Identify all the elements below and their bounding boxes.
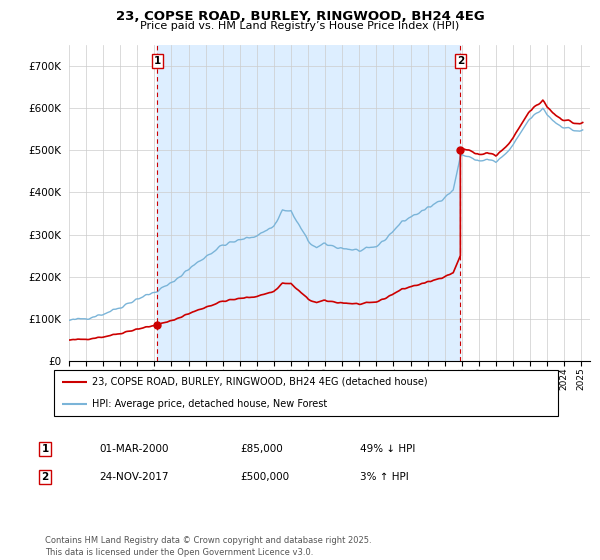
Text: 49% ↓ HPI: 49% ↓ HPI bbox=[360, 444, 415, 454]
Text: 24-NOV-2017: 24-NOV-2017 bbox=[99, 472, 169, 482]
Text: 3% ↑ HPI: 3% ↑ HPI bbox=[360, 472, 409, 482]
FancyBboxPatch shape bbox=[54, 370, 558, 416]
Text: 1: 1 bbox=[41, 444, 49, 454]
Text: 01-MAR-2000: 01-MAR-2000 bbox=[99, 444, 169, 454]
Text: 1: 1 bbox=[154, 56, 161, 66]
Text: £85,000: £85,000 bbox=[240, 444, 283, 454]
Text: HPI: Average price, detached house, New Forest: HPI: Average price, detached house, New … bbox=[92, 399, 327, 409]
Text: £500,000: £500,000 bbox=[240, 472, 289, 482]
Bar bbox=[157, 45, 460, 361]
Text: Contains HM Land Registry data © Crown copyright and database right 2025.
This d: Contains HM Land Registry data © Crown c… bbox=[45, 536, 371, 557]
Text: 2: 2 bbox=[41, 472, 49, 482]
Text: Price paid vs. HM Land Registry’s House Price Index (HPI): Price paid vs. HM Land Registry’s House … bbox=[140, 21, 460, 31]
Text: 23, COPSE ROAD, BURLEY, RINGWOOD, BH24 4EG: 23, COPSE ROAD, BURLEY, RINGWOOD, BH24 4… bbox=[116, 10, 484, 22]
Text: 2: 2 bbox=[457, 56, 464, 66]
Text: 23, COPSE ROAD, BURLEY, RINGWOOD, BH24 4EG (detached house): 23, COPSE ROAD, BURLEY, RINGWOOD, BH24 4… bbox=[92, 377, 427, 387]
